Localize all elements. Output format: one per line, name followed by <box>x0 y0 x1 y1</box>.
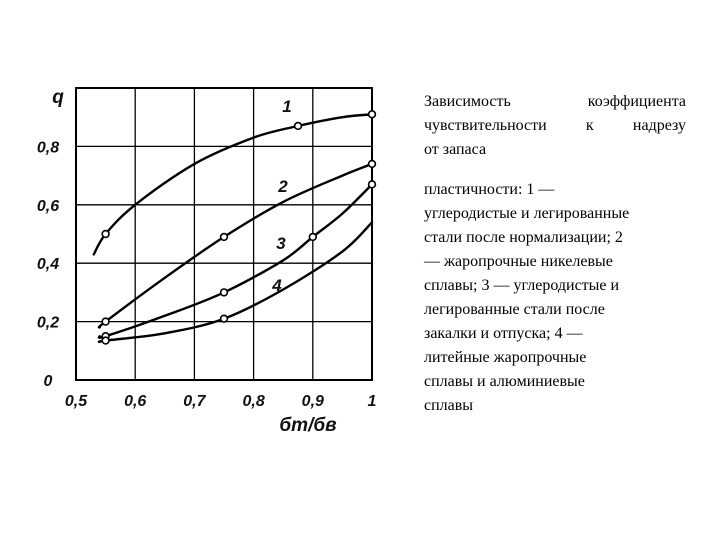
series-labels: 1 2 3 4 <box>271 97 291 295</box>
caption-line: стали после нормализации; 2 <box>424 229 623 246</box>
y-tick-label: 0,2 <box>37 315 59 332</box>
series-3-point <box>367 180 377 189</box>
x-tick-label: 0,7 <box>183 393 206 410</box>
y-tick-label: 0,6 <box>37 198 59 215</box>
series-2-line <box>97 162 374 329</box>
x-tick-label: 0,5 <box>65 393 88 410</box>
chart-frame <box>75 87 373 381</box>
caption-line: — жаропрочные никелевые <box>424 253 613 270</box>
caption-line: сплавы; 3 — углеродистые и <box>424 277 620 294</box>
series-3-label: 3 <box>276 234 286 253</box>
caption-part-1: Зависимость коэффициента чувствительност… <box>424 90 686 162</box>
caption-line: сплавы и алюминиевые <box>424 373 585 390</box>
caption-line: легированные стали после <box>424 301 605 318</box>
series-3-point <box>308 232 317 242</box>
x-tick-label: 1 <box>368 393 377 410</box>
x-axis-label: бт/бв <box>279 415 336 436</box>
series-3-point <box>219 288 229 297</box>
series-2-point <box>219 232 229 242</box>
y-tick-label: 0 <box>44 373 53 390</box>
chart-markers <box>101 110 377 345</box>
series-2-point <box>367 159 377 169</box>
series-4-point <box>101 336 110 345</box>
series-3-line <box>97 183 374 339</box>
x-tick-label: 0,9 <box>302 393 324 410</box>
caption-line: литейные жаропрочные <box>424 349 587 366</box>
series-4-point <box>219 314 229 323</box>
series-1-point <box>367 110 377 119</box>
y-axis-label: q <box>52 87 64 108</box>
caption-part-2: пластичности: 1 — углеродистые и легиров… <box>424 178 686 418</box>
axis-ticks: 0,5 0,6 0,7 0,8 0,9 1 0 0,2 0,4 0,6 0,8 <box>37 139 377 410</box>
caption-line: углеродистые и легированные <box>424 205 630 222</box>
series-2-point <box>101 317 110 326</box>
caption-line: закалки и отпуска; 4 — <box>424 325 583 342</box>
series-2-label: 2 <box>277 177 288 196</box>
y-tick-label: 0,4 <box>37 256 59 273</box>
x-tick-label: 0,8 <box>242 393 264 410</box>
caption-line: чувствительности к надрезу <box>424 117 686 134</box>
series-1-point <box>293 121 303 131</box>
series-1-label: 1 <box>282 97 291 116</box>
caption-line: от запаса <box>424 141 487 158</box>
y-tick-label: 0,8 <box>37 139 59 156</box>
caption-line: Зависимость коэффициента <box>424 93 686 110</box>
series-1-point <box>101 229 110 239</box>
caption-line: пластичности: 1 — <box>424 181 555 198</box>
caption-line: сплавы <box>424 397 474 414</box>
series-4-label: 4 <box>271 276 282 295</box>
x-tick-label: 0,6 <box>124 393 146 410</box>
